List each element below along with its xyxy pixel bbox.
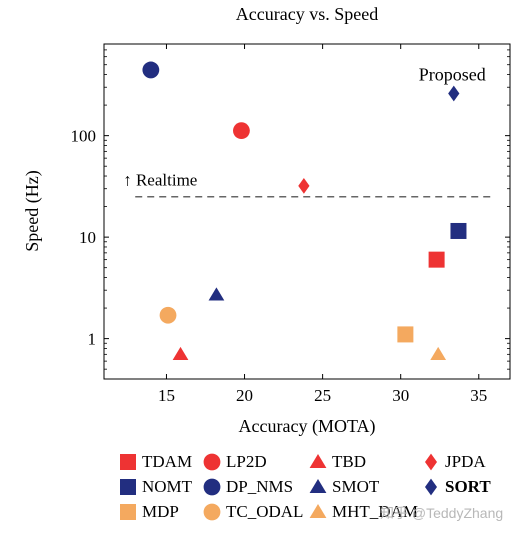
- legend-diamond-icon: [425, 453, 437, 471]
- x-tick-label: 20: [236, 386, 253, 405]
- legend-square-icon: [120, 504, 136, 520]
- legend-label: LP2D: [226, 452, 267, 471]
- legend-square-icon: [120, 479, 136, 495]
- legend-label: SMOT: [332, 477, 380, 496]
- point-lp2d: [233, 122, 250, 140]
- legend-circle-icon: [203, 503, 221, 521]
- legend-item-lp2d: LP2D: [202, 451, 267, 473]
- plot-area-frame: [103, 43, 511, 380]
- legend-triangle-icon: [309, 504, 327, 518]
- legend-item-nomt: NOMT: [118, 476, 192, 498]
- point-mht-dam: [430, 346, 447, 360]
- point-tbd: [172, 346, 189, 360]
- legend-item-mht-dam: MHT_DAM: [308, 501, 418, 523]
- chart-title: Accuracy vs. Speed: [236, 4, 378, 24]
- x-axis-label: Accuracy (MOTA): [239, 416, 376, 437]
- legend-item-dp-nms: DP_NMS: [202, 476, 293, 498]
- legend-circle-icon: [203, 453, 221, 471]
- axis-ticks: 15 20 25 30 35 1 10 100: [71, 44, 510, 405]
- point-sort: [448, 85, 460, 102]
- y-axis-label: Speed (Hz): [22, 170, 43, 251]
- legend-triangle-icon: [309, 454, 327, 468]
- legend-item-sort: SORT: [421, 476, 491, 498]
- watermark: 知乎 @TeddyZhang: [380, 505, 504, 521]
- x-tick-label: 35: [470, 386, 487, 405]
- legend-label: SORT: [445, 477, 491, 496]
- x-tick-label: 15: [158, 386, 175, 405]
- proposed-annotation: Proposed: [419, 65, 486, 85]
- point-tdam: [428, 251, 445, 268]
- legend-item-jpda: JPDA: [421, 451, 486, 473]
- legend-label: TDAM: [142, 452, 193, 471]
- data-points: [142, 61, 467, 360]
- legend-item-tdam: TDAM: [118, 451, 192, 473]
- legend-label: JPDA: [445, 452, 486, 471]
- legend-item-smot: SMOT: [308, 476, 379, 498]
- point-smot: [208, 287, 225, 301]
- legend-item-mdp: MDP: [118, 501, 179, 523]
- legend-label: NOMT: [142, 477, 193, 496]
- x-tick-label: 30: [392, 386, 409, 405]
- y-tick-label: 100: [71, 127, 97, 146]
- legend-square-icon: [120, 454, 136, 470]
- legend-diamond-icon: [425, 478, 437, 496]
- y-tick-label: 1: [88, 330, 97, 349]
- legend-item-tc-odal: TC_ODAL: [202, 501, 303, 523]
- legend-circle-icon: [203, 478, 221, 496]
- legend-label: DP_NMS: [226, 477, 294, 496]
- point-tc-odal: [159, 306, 177, 324]
- point-nomt: [450, 222, 467, 239]
- legend-label: TBD: [332, 452, 366, 471]
- legend-label: MDP: [142, 502, 179, 521]
- point-dp-nms: [142, 61, 160, 79]
- point-mdp: [397, 326, 414, 343]
- legend-item-tbd: TBD: [308, 451, 366, 473]
- realtime-label: ↑ Realtime: [123, 171, 197, 190]
- x-tick-label: 25: [314, 386, 331, 405]
- legend-label: MHT_DAM: [332, 502, 418, 521]
- y-tick-label: 10: [79, 228, 96, 247]
- chart: Accuracy vs. Speed 15 20 25 30 35 1 10 100 ↑ Re…: [22, 4, 511, 437]
- point-jpda: [298, 177, 310, 194]
- legend-triangle-icon: [309, 479, 327, 493]
- legend-label: TC_ODAL: [226, 502, 304, 521]
